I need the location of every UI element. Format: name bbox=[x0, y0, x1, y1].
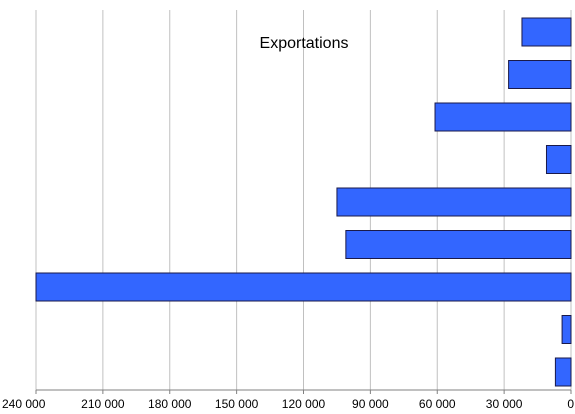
x-tick-label: 240 000 bbox=[2, 397, 46, 411]
chart-title: Exportations bbox=[260, 35, 349, 52]
x-tick-label: 30 000 bbox=[486, 397, 523, 411]
bars bbox=[35, 17, 572, 387]
x-tick-label: 210 000 bbox=[81, 397, 125, 411]
bar bbox=[521, 17, 572, 47]
x-tick-label: 150 000 bbox=[215, 397, 259, 411]
x-tick-label: 60 000 bbox=[419, 397, 456, 411]
x-tick-label: 90 000 bbox=[352, 397, 389, 411]
bar bbox=[434, 102, 572, 132]
bar bbox=[545, 145, 572, 174]
x-tick-label: 180 000 bbox=[148, 397, 192, 411]
x-axis-ticks: 240 000 210 000 180 000 150 000 120 000 90 00… bbox=[2, 390, 574, 411]
bar bbox=[336, 187, 572, 217]
bar bbox=[554, 357, 572, 387]
x-tick-label: 0 bbox=[567, 397, 574, 411]
bar bbox=[508, 60, 572, 89]
bar bbox=[35, 272, 572, 302]
bar bbox=[345, 230, 572, 259]
bar bbox=[561, 315, 572, 344]
x-tick-label: 120 000 bbox=[282, 397, 326, 411]
